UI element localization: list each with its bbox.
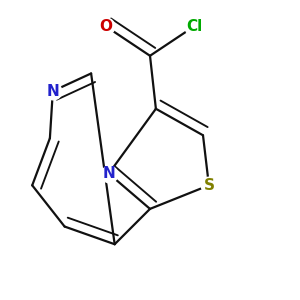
Text: S: S [203, 178, 214, 193]
Text: O: O [99, 19, 112, 34]
Text: N: N [46, 84, 59, 99]
Text: N: N [102, 166, 115, 181]
Text: Cl: Cl [186, 19, 202, 34]
